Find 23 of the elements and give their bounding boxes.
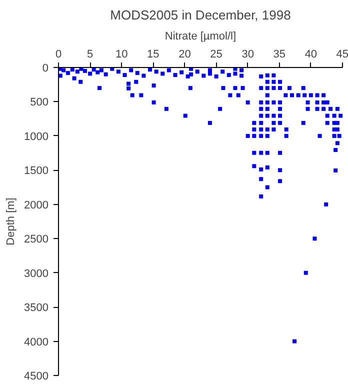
y-tick-label: 0 — [42, 62, 49, 74]
y-tick-label: 4500 — [24, 370, 49, 382]
y-tick-label: 3500 — [24, 302, 49, 314]
x-tick-label: 5 — [86, 48, 94, 60]
x-tick-label: 35 — [273, 48, 286, 60]
x-tick-label: 10 — [115, 48, 128, 60]
y-tick-label: 4000 — [24, 336, 49, 348]
y-tick-label: 2000 — [24, 199, 49, 212]
y-tick-label: 2500 — [24, 234, 49, 246]
y-tick-label: 3000 — [24, 268, 49, 280]
y-tick-label: 1000 — [24, 130, 49, 143]
x-tick-label: 45 — [336, 48, 348, 60]
chart-title: MODS2005 in December, 1998 — [110, 8, 291, 22]
y-axis-title: Depth [m] — [5, 198, 18, 246]
x-axis-title: Nitrate [µmol/l] — [164, 30, 236, 42]
x-tick-label: 0 — [55, 48, 62, 60]
x-tick-label: 20 — [178, 48, 191, 60]
x-tick-label: 15 — [147, 48, 160, 60]
x-tick-label: 30 — [242, 48, 254, 60]
y-tick-label: 500 — [30, 96, 49, 109]
x-tick-label: 25 — [210, 48, 222, 60]
y-tick-label: 1500 — [24, 165, 49, 178]
x-tick-label: 40 — [304, 48, 318, 60]
